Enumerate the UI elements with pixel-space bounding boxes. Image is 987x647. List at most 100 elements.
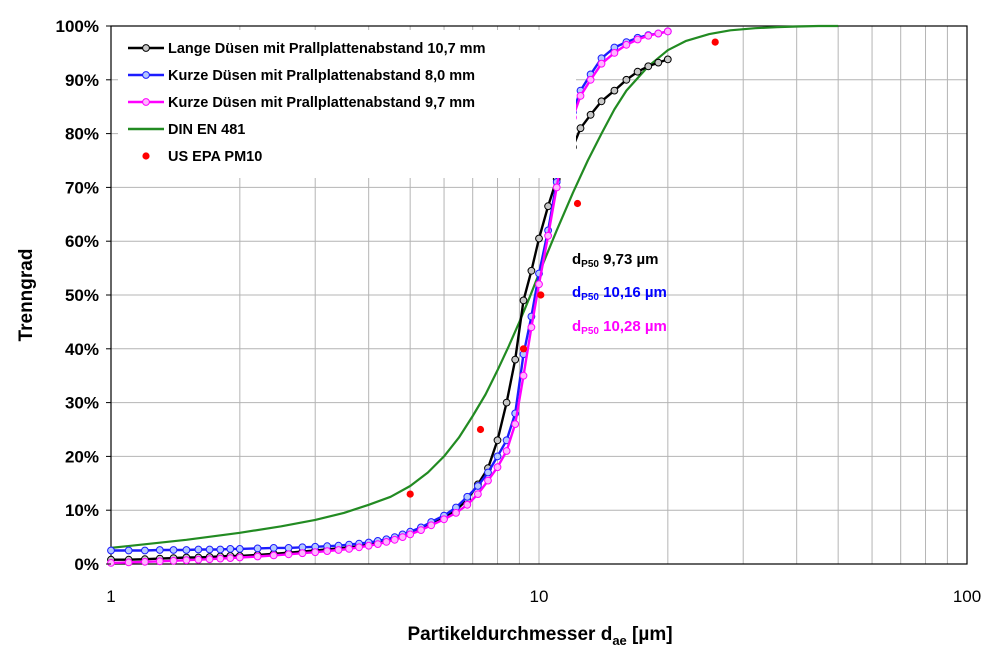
annotation-prefix: d (572, 251, 581, 268)
y-tick-label: 60% (65, 232, 99, 251)
legend-label-3: DIN EN 481 (168, 122, 245, 138)
series-0-point (654, 58, 663, 67)
series-2-point (474, 490, 482, 499)
annotation-value: 9,73 µm (599, 251, 659, 268)
y-tick-label: 90% (65, 71, 99, 90)
series-2-point (364, 541, 373, 550)
y-axis-title: Trenngrad (16, 249, 37, 342)
series-2-point (226, 554, 235, 562)
legend-marker-0 (142, 44, 150, 52)
series-2-point (298, 549, 307, 558)
x-axis-title-main: Partikeldurchmesser d (407, 624, 612, 645)
series-2-point (269, 551, 278, 560)
series-2-point (493, 463, 502, 472)
series-1-point (474, 482, 482, 490)
legend-label-1: Kurze Düsen mit Prallplattenabstand 8,0 … (168, 68, 475, 84)
legend-label-2: Kurze Düsen mit Prallplattenabstand 9,7 … (168, 95, 475, 111)
series-4-point (406, 490, 414, 498)
series-2-point (235, 553, 244, 562)
legend-label-0: Lange Düsen mit Prallplattenabstand 10,7… (168, 41, 485, 57)
series-2-point (586, 75, 595, 84)
series-4-point (537, 291, 545, 299)
series-1-point (194, 545, 203, 554)
series-1-point (155, 546, 164, 554)
x-axis-title: Partikeldurchmesser dae [µm] (407, 624, 672, 647)
annotation-dp50-1: dP50 10,16 µm (572, 284, 667, 303)
series-0-point (535, 234, 543, 243)
series-0-point (511, 355, 520, 364)
series-2-point (576, 92, 585, 100)
series-2-point (194, 555, 203, 564)
series-1-line (111, 30, 669, 552)
annotation-value: 10,16 µm (599, 284, 667, 301)
series-1-point (284, 544, 293, 552)
series-2-point (284, 550, 293, 559)
series-4-point (573, 199, 582, 208)
series-2-point (323, 547, 332, 555)
series-1-point (226, 545, 235, 553)
annotation-subscript: P50 (581, 259, 599, 270)
y-tick-label: 80% (65, 125, 99, 144)
series-2-point (334, 546, 343, 554)
series-0-point (493, 436, 502, 445)
y-tick-label: 10% (65, 501, 99, 520)
series-1-point (463, 492, 472, 501)
series-2-point (622, 40, 631, 49)
y-tick-label: 0% (74, 555, 99, 574)
series-1-point (484, 468, 492, 477)
series-0-point (576, 124, 585, 133)
y-tick-label: 20% (65, 447, 99, 466)
legend: Lange Düsen mit Prallplattenabstand 10,7… (118, 30, 576, 178)
annotation-dp50-0: dP50 9,73 µm (572, 251, 658, 270)
y-tick-label: 40% (65, 340, 99, 359)
series-2-point (406, 530, 415, 539)
series-2-point (345, 545, 354, 553)
series-2-point (216, 554, 225, 563)
series-1-point (124, 546, 133, 555)
series-0-point (502, 398, 511, 407)
series-layer (107, 24, 839, 567)
series-2-point (484, 476, 492, 485)
series-2-point (633, 35, 642, 44)
series-1-point (269, 544, 278, 552)
series-0-point (610, 86, 619, 95)
annotation-dp50-2: dP50 10,28 µm (572, 318, 667, 337)
series-2-point (253, 552, 262, 561)
series-0-point (633, 67, 642, 76)
series-1-point (216, 545, 225, 554)
series-2-point (355, 543, 364, 552)
x-tick-labels: 1 10 100 (106, 587, 981, 606)
series-4-point (476, 425, 485, 434)
series-1-point (205, 545, 214, 554)
series-2-point (169, 556, 178, 565)
series-2-point (311, 548, 320, 557)
series-2-point (544, 231, 552, 240)
series-0-point (597, 97, 606, 106)
annotation-prefix: d (572, 318, 581, 335)
series-0-point (527, 266, 536, 275)
legend-swatch-4 (142, 152, 150, 160)
series-1-point (253, 544, 262, 553)
legend-background (118, 30, 576, 178)
series-1-point (235, 545, 244, 553)
y-tick-label: 50% (65, 286, 99, 305)
series-0-point (644, 62, 653, 71)
series-2-point (390, 535, 399, 544)
series-2-point (205, 555, 214, 564)
series-0-point (663, 55, 672, 64)
series-3-line (110, 24, 839, 549)
series-2-point (535, 280, 543, 289)
y-tick-label: 70% (65, 178, 99, 197)
series-2-point (663, 27, 672, 36)
x-tick-label: 100 (953, 587, 981, 606)
series-2-point (182, 556, 191, 565)
y-tick-label: 100% (56, 17, 99, 36)
series-1-point (493, 452, 502, 461)
annotation-subscript: P50 (581, 326, 599, 337)
series-1-point (107, 546, 115, 555)
series-2-point (597, 59, 606, 68)
series-2-point (502, 447, 511, 455)
series-2-line (110, 30, 669, 565)
x-tick-label: 1 (106, 587, 115, 606)
